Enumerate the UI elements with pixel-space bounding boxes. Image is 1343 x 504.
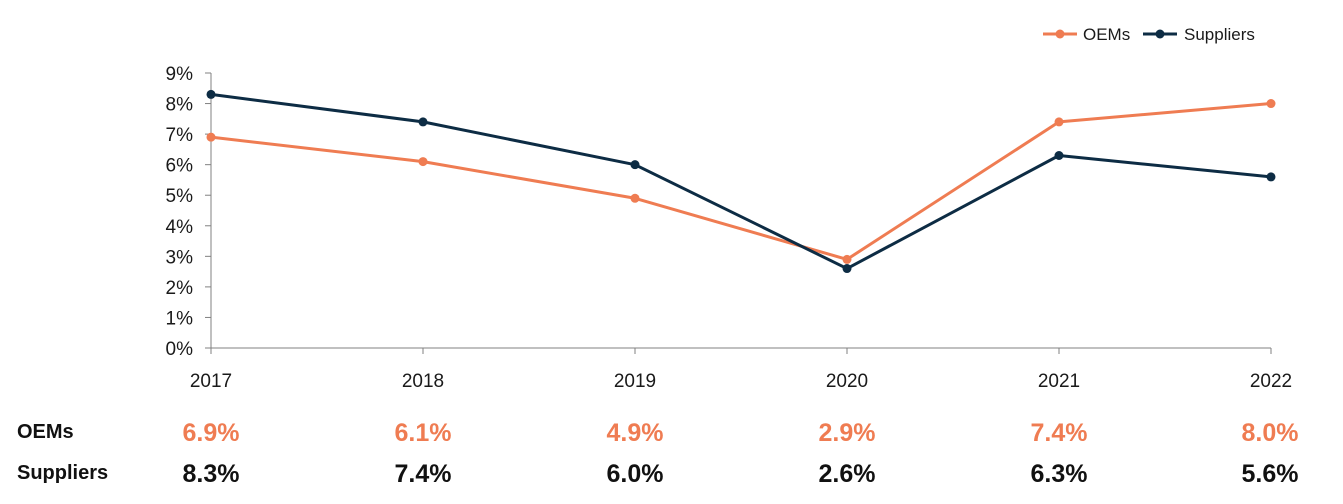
data-point-oems <box>1266 99 1276 109</box>
legend-label-oems: OEMs <box>1083 25 1130 44</box>
legend-marker-oems <box>1055 29 1065 39</box>
table-cell-oems: 6.1% <box>395 419 452 447</box>
data-point-suppliers <box>1266 172 1276 182</box>
data-point-oems <box>1054 117 1064 127</box>
data-table: OEMs 6.9% 6.1% 4.9% 2.9% 7.4% 8.0% Suppliers 8.3… <box>17 419 1298 488</box>
legend: OEMs Suppliers <box>1043 25 1255 44</box>
table-cell-suppliers: 7.4% <box>395 460 452 488</box>
y-tick-label: 0% <box>166 339 194 360</box>
y-tick-label: 1% <box>166 308 194 329</box>
table-cell-oems: 4.9% <box>607 419 664 447</box>
x-tick-label: 2018 <box>402 371 444 392</box>
data-point-suppliers <box>206 89 216 99</box>
y-tick-label: 2% <box>166 278 194 299</box>
data-point-suppliers <box>842 264 852 274</box>
legend-marker-suppliers <box>1155 29 1165 39</box>
table-cell-suppliers: 6.3% <box>1031 460 1088 488</box>
data-point-suppliers <box>630 160 640 170</box>
y-tick-label: 4% <box>166 217 194 238</box>
table-row-label-oems: OEMs <box>17 421 74 443</box>
series-line-suppliers <box>210 92 1272 271</box>
data-point-suppliers <box>418 117 428 127</box>
x-tick-label: 2019 <box>614 371 656 392</box>
legend-label-suppliers: Suppliers <box>1184 25 1255 44</box>
data-point-oems <box>206 132 216 142</box>
data-point-suppliers <box>1054 151 1064 160</box>
y-tick-label: 7% <box>166 125 194 146</box>
table-cell-suppliers: 5.6% <box>1242 460 1299 488</box>
data-point-oems <box>418 157 428 167</box>
y-tick-label: 3% <box>166 247 194 268</box>
data-point-oems <box>842 254 852 264</box>
table-row-label-suppliers: Suppliers <box>17 462 108 484</box>
y-tick-label: 9% <box>166 64 194 85</box>
axes: 0% 1% 2% 3% 4% 5% 6% 7% 8% 9% 2017 2018 2019 2020 2021… <box>166 64 1293 392</box>
table-cell-oems: 7.4% <box>1031 419 1088 447</box>
x-tick-label: 2017 <box>190 371 232 392</box>
x-tick-label: 2020 <box>826 371 868 392</box>
y-tick-label: 8% <box>166 95 194 116</box>
series-line-oems <box>210 102 1272 261</box>
y-tick-label: 5% <box>166 186 194 207</box>
table-cell-suppliers: 6.0% <box>607 460 664 488</box>
y-tick-label: 6% <box>166 156 194 177</box>
x-tick-label: 2022 <box>1250 371 1292 392</box>
table-cell-suppliers: 8.3% <box>183 460 240 488</box>
x-tick-label: 2021 <box>1038 371 1080 392</box>
table-cell-oems: 6.9% <box>183 419 240 447</box>
table-cell-oems: 2.9% <box>819 419 876 447</box>
series-lines <box>206 89 1276 274</box>
data-point-oems <box>630 193 640 203</box>
table-cell-suppliers: 2.6% <box>819 460 876 488</box>
table-cell-oems: 8.0% <box>1242 419 1299 447</box>
